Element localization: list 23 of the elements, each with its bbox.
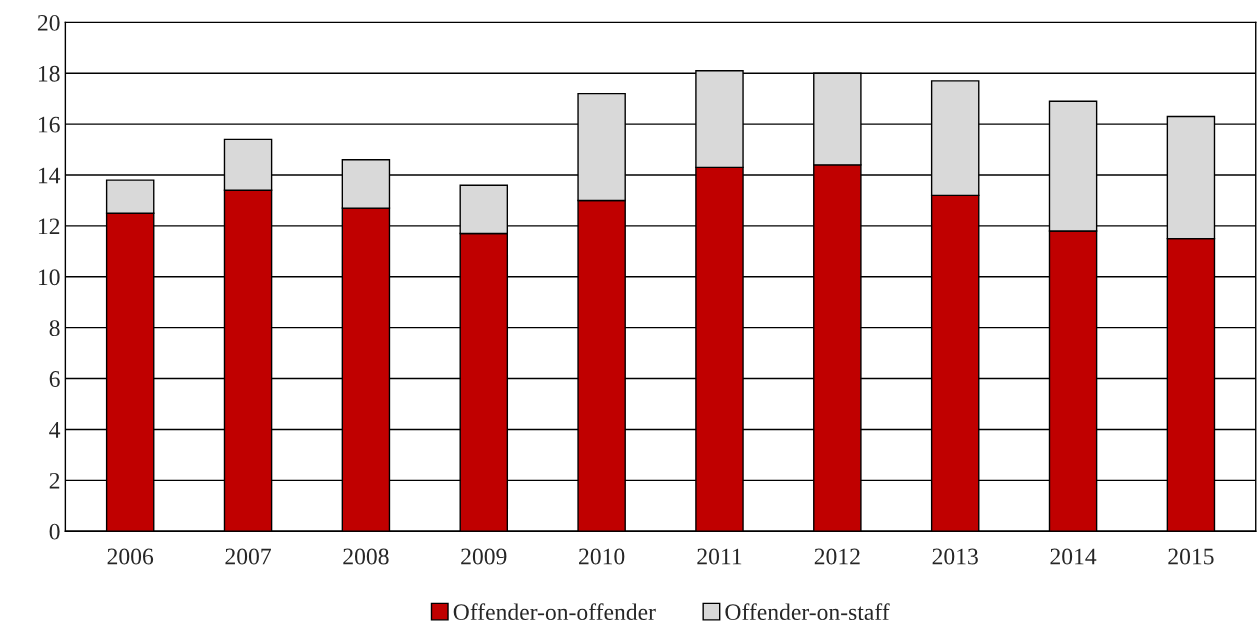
y-tick-label: 8: [49, 320, 60, 337]
y-tick-label: 18: [38, 65, 60, 82]
y-tick-label: 16: [38, 116, 60, 133]
x-tick-label: 2011: [697, 548, 742, 565]
legend-label: Offender-on-staff: [725, 603, 890, 621]
y-tick-label: 6: [49, 371, 60, 387]
y-tick-label: 4: [49, 422, 61, 438]
y-tick-label: 12: [38, 218, 60, 235]
x-tick-label: 2014: [1050, 548, 1097, 565]
y-tick-label: 14: [38, 167, 61, 184]
x-tick-label: 2010: [579, 548, 625, 565]
y-tick-label: 2: [49, 472, 60, 489]
x-tick-label: 2009: [461, 548, 507, 565]
y-tick-label: 0: [49, 523, 60, 540]
y-tick-label: 10: [38, 269, 60, 286]
x-tick-label: 2006: [107, 548, 154, 565]
x-tick-label: 2008: [343, 548, 389, 565]
x-tick-label: 2007: [225, 548, 271, 565]
y-tick-label: 20: [37, 14, 60, 31]
x-tick-label: 2013: [932, 548, 978, 565]
x-tick-label: 2012: [814, 548, 860, 565]
legend-label: Offender-on-offender: [453, 603, 656, 621]
x-tick-label: 2015: [1168, 548, 1214, 565]
